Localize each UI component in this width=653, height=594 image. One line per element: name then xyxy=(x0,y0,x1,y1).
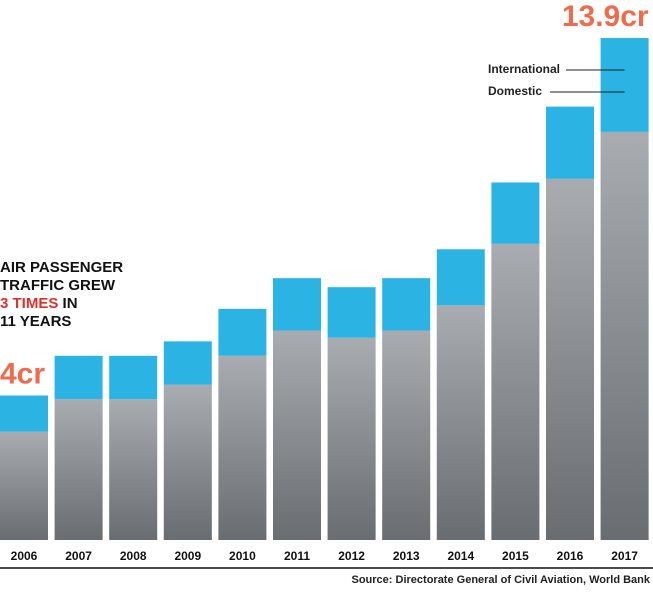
x-tick-label: 2010 xyxy=(229,549,256,563)
bar-shade xyxy=(491,243,540,540)
legend-label: Domestic xyxy=(488,84,542,98)
bar-segment xyxy=(546,106,594,179)
heading-line: AIR PASSENGER xyxy=(0,259,123,276)
bar-shade xyxy=(273,330,321,540)
bars xyxy=(0,38,649,540)
heading-word: IN xyxy=(63,295,78,312)
legend-label: International xyxy=(488,62,560,76)
x-tick-label: 2009 xyxy=(174,549,201,563)
x-tick-label: 2007 xyxy=(65,549,92,563)
x-tick-label: 2011 xyxy=(284,549,310,563)
x-tick-label: 2016 xyxy=(557,549,584,563)
bar-shade xyxy=(109,399,158,540)
heading-highlight: 3 TIMES xyxy=(0,295,58,312)
bar-shade xyxy=(327,337,376,540)
x-tick-label: 2008 xyxy=(120,549,147,563)
total-label: 4cr xyxy=(0,357,45,390)
bar-shade xyxy=(163,384,212,540)
bar-segment xyxy=(0,395,48,432)
bar-segment xyxy=(491,182,540,244)
source: Source: Directorate General of Civil Avi… xyxy=(352,574,651,586)
bar-shade xyxy=(54,399,103,540)
bar-shade xyxy=(600,131,649,540)
heading-line: 11 YEARS xyxy=(0,313,71,330)
bar-segment xyxy=(54,355,103,400)
bar-shade xyxy=(546,178,594,540)
bar-segment xyxy=(163,341,212,385)
x-tick-label: 2013 xyxy=(393,549,420,563)
x-tick-label: 2014 xyxy=(447,549,474,563)
x-tick-label: 2017 xyxy=(611,549,638,563)
bar-shade xyxy=(382,330,431,540)
bar-shade xyxy=(0,431,48,540)
total-label: 13.9cr xyxy=(562,0,649,33)
bar-shade xyxy=(218,355,267,540)
x-tick-label: 2015 xyxy=(502,549,529,563)
bar-shade xyxy=(436,305,485,540)
bar-segment xyxy=(273,278,321,331)
bar-segment xyxy=(382,278,431,331)
bar-segment xyxy=(436,249,485,306)
heading-line: 3 TIMES IN xyxy=(0,295,78,312)
bar-segment xyxy=(109,355,158,400)
x-tick-label: 2006 xyxy=(11,549,38,563)
bar-segment xyxy=(327,287,376,338)
bar-segment xyxy=(600,38,649,132)
heading-line: TRAFFIC GREW xyxy=(0,277,116,294)
x-tick-label: 2012 xyxy=(338,549,365,563)
bar-segment xyxy=(218,308,267,356)
